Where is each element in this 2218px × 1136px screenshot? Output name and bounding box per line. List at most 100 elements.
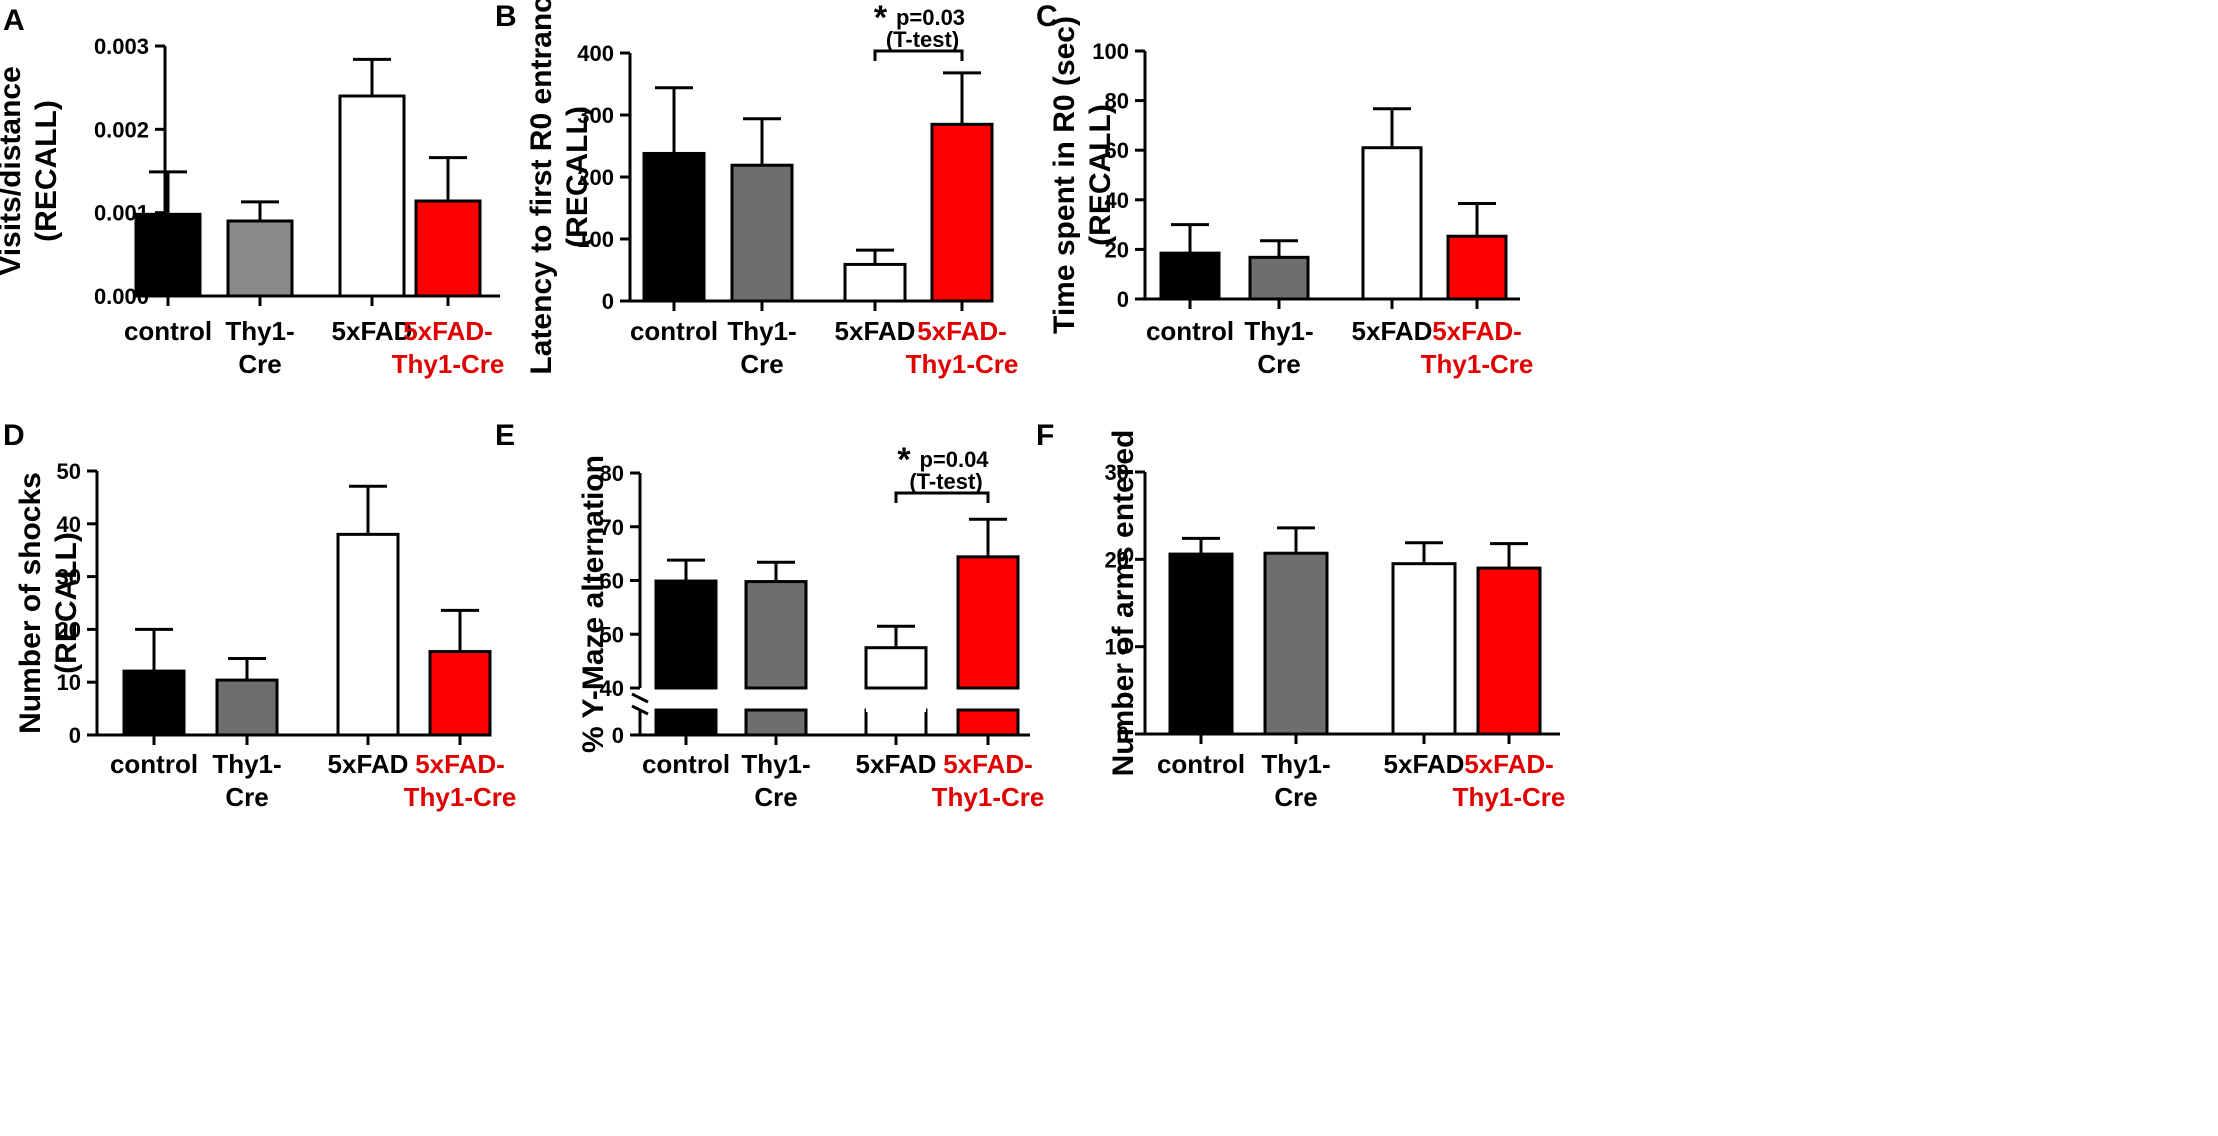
y-axis-label: Number of shocks (RECALL): [14, 472, 83, 734]
category-label: Thy1-Cre: [932, 782, 1045, 812]
y-tick-label: 10: [1105, 635, 1129, 660]
y-axis-label-line: % Y-Maze alternation: [577, 455, 610, 753]
test-label: (T-test): [909, 469, 982, 494]
bar: [654, 579, 718, 690]
category-label: Cre: [225, 782, 268, 812]
bar: [744, 580, 808, 690]
category-label: Thy1-Cre: [906, 349, 1019, 379]
y-axis-label-line: (RECALL): [561, 106, 594, 248]
bar-lower-segment: [956, 708, 1020, 737]
y-tick-label: 0: [1117, 722, 1129, 747]
y-tick-label: 20: [57, 617, 81, 642]
bar: [338, 94, 406, 298]
significance-star: *: [874, 0, 888, 37]
panel-letter: A: [3, 4, 25, 37]
category-label: 5xFAD-: [917, 316, 1007, 346]
y-tick-label: 0.002: [94, 117, 149, 142]
bar: [1446, 234, 1508, 301]
category-label: control: [630, 316, 718, 346]
significance-star: *: [897, 441, 911, 479]
y-axis-label-line: Latency to first R0 entrance: [525, 0, 558, 375]
y-axis-label-line: (RECALL): [1084, 104, 1117, 246]
category-label: 5xFAD: [856, 749, 937, 779]
bar: [930, 122, 994, 303]
category-label: 5xFAD-: [415, 749, 505, 779]
y-tick-label: 0: [602, 289, 614, 314]
bar: [1168, 552, 1234, 736]
y-tick-label: 40: [1105, 188, 1129, 213]
bar: [1361, 146, 1423, 301]
category-label: control: [110, 749, 198, 779]
y-tick-label: 200: [577, 165, 614, 190]
category-label: Thy1-: [1244, 316, 1313, 346]
panel-b: B Latency to first R0 entrance (RECALL) 0 10…: [495, 0, 1018, 379]
panel-letter: B: [495, 0, 517, 33]
significance-bracket: [873, 49, 964, 61]
y-tick-label: 20: [1105, 237, 1129, 262]
bar: [1476, 566, 1542, 736]
y-axis-label-line: (RECALL): [30, 100, 63, 242]
category-label: 5xFAD: [835, 316, 916, 346]
p-value-label: p=0.04: [919, 447, 989, 472]
test-label: (T-test): [886, 27, 959, 52]
y-tick-label: 30: [1105, 460, 1129, 485]
bar: [956, 555, 1020, 690]
category-label: Thy1-: [741, 749, 810, 779]
category-label: Thy1-Cre: [1421, 349, 1534, 379]
category-label: Cre: [238, 349, 281, 379]
y-axis-label-line: Visits/distance: [0, 66, 27, 276]
y-tick-label: 0.003: [94, 34, 149, 59]
y-axis-label: Latency to first R0 entrance (RECALL): [525, 0, 594, 375]
category-label: Cre: [1274, 782, 1317, 812]
y-tick-label: 50: [600, 622, 624, 647]
y-tick-label: 80: [600, 461, 624, 486]
panel-letter: D: [3, 419, 25, 452]
y-axis-label-line: (RECALL): [50, 532, 83, 674]
y-tick-label: 40: [600, 676, 624, 701]
y-axis-label: Time spent in R0 (sec) (RECALL): [1048, 16, 1117, 334]
category-label: control: [1146, 316, 1234, 346]
axis-break-mark: [631, 704, 649, 716]
category-label: Cre: [1257, 349, 1300, 379]
category-label: 5xFAD: [332, 316, 413, 346]
bar: [428, 650, 492, 737]
bar-lower-segment: [864, 708, 928, 737]
category-label: 5xFAD: [328, 749, 409, 779]
bar: [414, 199, 482, 298]
panel-letter: E: [495, 419, 515, 452]
category-label: 5xFAD-: [1464, 749, 1554, 779]
bar: [642, 151, 706, 303]
category-label: Cre: [740, 349, 783, 379]
y-axis-label-line: Time spent in R0 (sec): [1048, 16, 1081, 334]
category-label: control: [1157, 749, 1245, 779]
bar: [864, 646, 928, 690]
y-axis-label: Number of arms entered: [1107, 430, 1140, 777]
bar: [122, 669, 186, 737]
y-axis-label-line: Number of arms entered: [1107, 430, 1140, 777]
bar: [1159, 251, 1221, 301]
p-value-label: p=0.03: [896, 5, 965, 30]
y-tick-label: 60: [1105, 138, 1129, 163]
y-tick-label: 400: [577, 41, 614, 66]
axis-break-mark: [631, 692, 649, 704]
category-label: control: [124, 316, 212, 346]
category-label: control: [642, 749, 730, 779]
y-tick-label: 100: [577, 227, 614, 252]
significance-bracket: [894, 491, 990, 503]
panel-letter: C: [1036, 0, 1058, 33]
category-label: Thy1-Cre: [1453, 782, 1566, 812]
category-label: Thy1-Cre: [392, 349, 505, 379]
category-label: 5xFAD-: [1432, 316, 1522, 346]
category-label: 5xFAD: [1384, 749, 1465, 779]
y-tick-label: 10: [57, 670, 81, 695]
bar: [336, 532, 400, 737]
y-tick-label: 0: [69, 723, 81, 748]
bar-lower-segment: [654, 708, 718, 737]
panel-e: E % Y-Maze alternation 0 40 50 60 70 80 control T…: [495, 419, 1044, 812]
category-label: Thy1-: [212, 749, 281, 779]
y-tick-label: 50: [57, 459, 81, 484]
category-label: 5xFAD: [1352, 316, 1433, 346]
